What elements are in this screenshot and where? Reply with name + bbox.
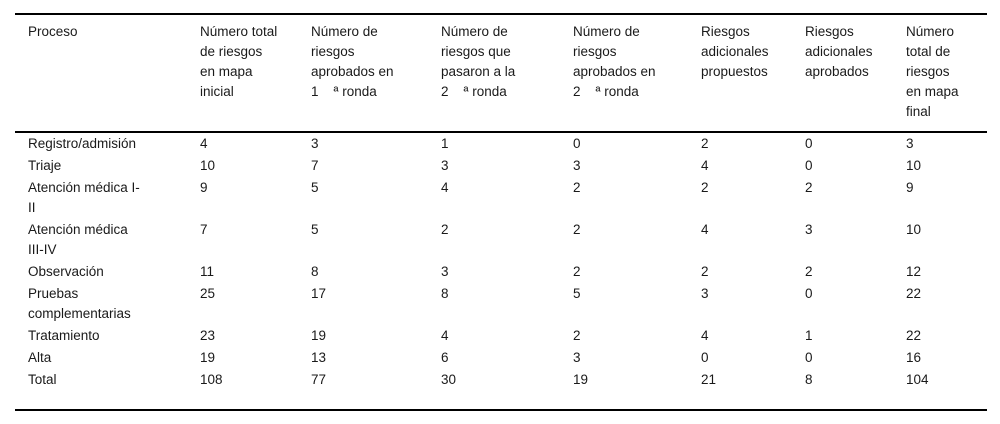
value-cell: 11 (200, 264, 215, 279)
value-cell: 2 (805, 264, 813, 279)
value-cell: 3 (805, 222, 813, 237)
value-cell: 19 (200, 350, 216, 365)
column-header-riesgos-mapa-final: Número total de riesgos en mapa final (906, 24, 959, 119)
value-cell: 3 (573, 158, 581, 173)
table-body: Registro/admisión 4 3 1 0 2 0 3 Triaje 1… (15, 132, 987, 410)
value-cell: 8 (441, 286, 449, 301)
value-cell: 6 (441, 350, 449, 365)
value-cell: 10 (200, 158, 216, 173)
value-cell: 5 (573, 286, 581, 301)
value-cell: 8 (311, 264, 319, 279)
column-header-adicionales-propuestos: Riesgos adicionales propuestos (701, 24, 769, 79)
table-row-observacion: Observación 11 8 3 2 2 2 12 (15, 261, 987, 283)
value-cell: 17 (311, 286, 327, 301)
process-name: Pruebas complementarias (28, 286, 131, 321)
value-cell: 0 (701, 350, 709, 365)
value-cell: 19 (573, 372, 589, 387)
value-cell: 4 (701, 222, 709, 237)
value-cell: 7 (200, 222, 208, 237)
value-cell: 1 (805, 328, 813, 343)
process-name: Registro/admisión (28, 136, 137, 151)
process-name: Tratamiento (28, 328, 100, 343)
column-header-proceso: Proceso (28, 24, 78, 39)
value-cell: 9 (906, 180, 914, 195)
value-cell: 3 (573, 350, 581, 365)
value-cell: 3 (311, 136, 319, 151)
column-header-pasaron-2a-ronda: Número de riesgos que pasaron a la 2 ª r… (441, 24, 516, 99)
table-row-tratamiento: Tratamiento 23 19 4 2 4 1 22 (15, 325, 987, 347)
value-cell: 22 (906, 286, 922, 301)
value-cell: 2 (573, 222, 581, 237)
value-cell: 2 (573, 180, 581, 195)
value-cell: 2 (701, 136, 709, 151)
value-cell: 21 (701, 372, 717, 387)
value-cell: 0 (573, 136, 581, 151)
value-cell: 7 (311, 158, 319, 173)
table-header: Proceso Número total de riesgos en mapa … (15, 14, 987, 132)
value-cell: 4 (441, 328, 449, 343)
table-row-triaje: Triaje 10 7 3 3 4 0 10 (15, 155, 987, 177)
value-cell: 4 (441, 180, 449, 195)
column-header-riesgos-mapa-inicial: Número total de riesgos en mapa inicial (200, 24, 278, 99)
value-cell: 4 (701, 158, 709, 173)
value-cell: 8 (805, 372, 813, 387)
table-row-registro-admision: Registro/admisión 4 3 1 0 2 0 3 (15, 132, 987, 155)
value-cell: 0 (805, 158, 813, 173)
value-cell: 16 (906, 350, 922, 365)
process-name: Atención médica I- II (28, 180, 140, 215)
value-cell: 2 (701, 180, 709, 195)
column-header-adicionales-aprobados: Riesgos adicionales aprobados (805, 24, 873, 79)
value-cell: 0 (805, 286, 813, 301)
value-cell: 22 (906, 328, 922, 343)
value-cell: 2 (573, 264, 581, 279)
value-cell: 30 (441, 372, 457, 387)
table-row-pruebas-complementarias: Pruebas complementarias 25 17 8 5 3 0 22 (15, 283, 987, 325)
value-cell: 3 (701, 286, 709, 301)
table-row-atencion-medica-i-ii: Atención médica I- II 9 5 4 2 2 2 9 (15, 177, 987, 219)
value-cell: 104 (906, 372, 929, 387)
risk-approval-table: Proceso Número total de riesgos en mapa … (15, 13, 987, 411)
value-cell: 108 (200, 372, 223, 387)
value-cell: 3 (441, 158, 449, 173)
table-container: Proceso Número total de riesgos en mapa … (15, 13, 987, 411)
value-cell: 4 (200, 136, 208, 151)
value-cell: 3 (441, 264, 449, 279)
value-cell: 77 (311, 372, 327, 387)
process-name: Total (28, 372, 57, 387)
value-cell: 5 (311, 180, 319, 195)
value-cell: 2 (805, 180, 813, 195)
process-name: Triaje (28, 158, 62, 173)
process-name: Atención médica III-IV (28, 222, 128, 257)
table-row-alta: Alta 19 13 6 3 0 0 16 (15, 347, 987, 369)
value-cell: 1 (441, 136, 449, 151)
table-row-total: Total 108 77 30 19 21 8 104 (15, 369, 987, 410)
value-cell: 2 (441, 222, 449, 237)
value-cell: 10 (906, 158, 922, 173)
value-cell: 4 (701, 328, 709, 343)
column-header-aprobados-1a-ronda: Número de riesgos aprobados en 1 ª ronda (311, 24, 394, 99)
value-cell: 2 (573, 328, 581, 343)
value-cell: 13 (311, 350, 327, 365)
value-cell: 9 (200, 180, 208, 195)
value-cell: 0 (805, 136, 813, 151)
value-cell: 2 (701, 264, 709, 279)
table-row-atencion-medica-iii-iv: Atención médica III-IV 7 5 2 2 4 3 10 (15, 219, 987, 261)
value-cell: 10 (906, 222, 922, 237)
process-name: Alta (28, 350, 52, 365)
column-header-aprobados-2a-ronda: Número de riesgos aprobados en 2 ª ronda (573, 24, 656, 99)
value-cell: 0 (805, 350, 813, 365)
value-cell: 12 (906, 264, 922, 279)
value-cell: 25 (200, 286, 216, 301)
process-name: Observación (28, 264, 104, 279)
value-cell: 19 (311, 328, 327, 343)
value-cell: 5 (311, 222, 319, 237)
value-cell: 23 (200, 328, 216, 343)
header-row: Proceso Número total de riesgos en mapa … (15, 14, 987, 132)
value-cell: 3 (906, 136, 914, 151)
